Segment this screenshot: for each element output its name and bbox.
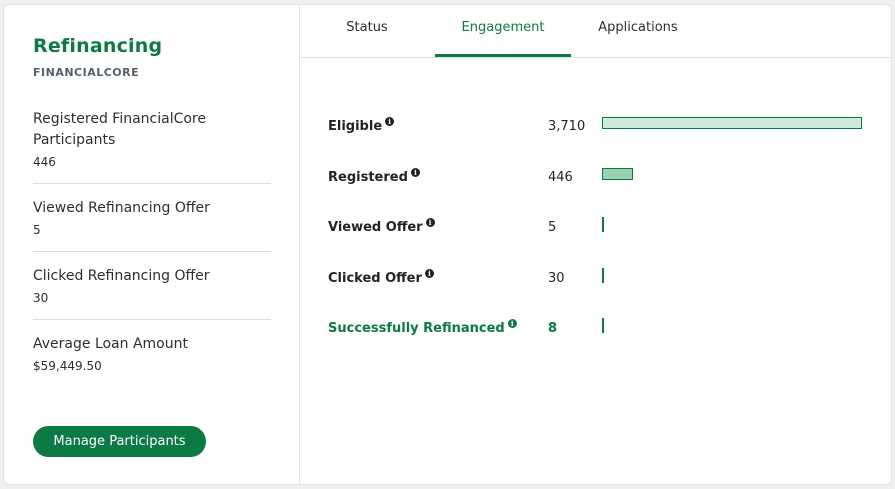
stat-average-loan: Average Loan Amount $59,449.50 [33,334,271,387]
funnel-value: 5 [548,220,557,235]
summary-panel: Refinancing FINANCIALCORE Registered Fin… [4,5,300,484]
stat-label: Average Loan Amount [33,336,188,352]
funnel-bar [602,217,604,232]
funnel-row-registered: Registered i 446 [328,166,868,190]
funnel-label: Successfully Refinanced i [328,319,517,336]
stat-clicked: Clicked Refinancing Offer 30 [33,266,271,320]
funnel-bar [602,117,862,129]
stat-value: 30 [33,291,49,305]
funnel-label: Clicked Offer i [328,269,434,286]
funnel-label: Registered i [328,168,420,185]
info-icon[interactable]: i [507,319,517,328]
funnel-label-text: Registered [328,170,408,185]
funnel-row-eligible: Eligible i 3,710 [328,115,868,139]
funnel-label-text: Eligible [328,119,383,134]
stat-viewed: Viewed Refinancing Offer 5 [33,198,271,252]
stat-value: 5 [33,223,41,237]
funnel-row-successfully-refinanced: Successfully Refinanced i 8 [328,317,868,341]
stat-registered: Registered FinancialCore Participants 44… [33,109,271,184]
funnel-value: 8 [548,321,558,336]
stat-value: 446 [33,155,56,169]
funnel-label-text: Viewed Offer [328,220,423,235]
info-icon[interactable]: i [425,218,435,227]
funnel-label-text: Successfully Refinanced [328,321,505,336]
info-icon[interactable]: i [424,269,434,278]
funnel-value: 30 [548,271,565,286]
funnel-bar [602,268,604,283]
funnel-bar [602,168,633,180]
funnel-label: Viewed Offer i [328,218,435,235]
tab-bar: Status Engagement Applications [300,5,891,58]
tab-engagement[interactable]: Engagement [435,5,571,57]
funnel-value: 446 [548,170,573,185]
funnel-row-viewed-offer: Viewed Offer i 5 [328,216,868,240]
manage-participants-button[interactable]: Manage Participants [33,426,206,457]
refinancing-card: Refinancing FINANCIALCORE Registered Fin… [3,4,892,485]
stats-list: Registered FinancialCore Participants 44… [33,109,271,401]
funnel-label-text: Clicked Offer [328,271,422,286]
tab-status[interactable]: Status [346,20,388,35]
panel-title: Refinancing [33,35,163,57]
info-icon[interactable]: i [385,117,395,126]
funnel-label: Eligible i [328,117,395,134]
panel-subtitle: FINANCIALCORE [33,66,140,79]
funnel-value: 3,710 [548,119,586,134]
stat-label: Registered FinancialCore Participants [33,111,206,148]
tab-applications[interactable]: Applications [598,20,678,35]
stat-label: Viewed Refinancing Offer [33,200,210,216]
stat-label: Clicked Refinancing Offer [33,268,210,284]
funnel-bar [602,318,604,333]
engagement-panel: Status Engagement Applications Eligible i… [300,5,891,484]
funnel-row-clicked-offer: Clicked Offer i 30 [328,267,868,291]
stat-value: $59,449.50 [33,359,102,373]
info-icon[interactable]: i [410,168,420,177]
